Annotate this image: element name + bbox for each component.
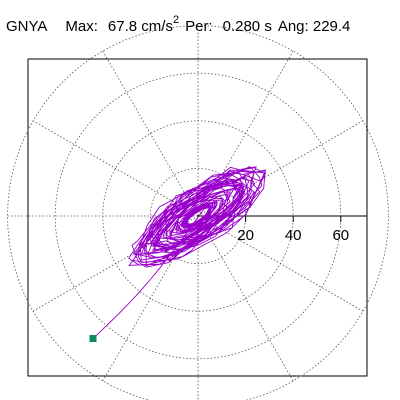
ang-label: Ang: xyxy=(277,18,309,35)
grid-spoke-300 xyxy=(197,215,294,382)
orbit-path xyxy=(92,165,267,339)
station-code: GNYA xyxy=(6,18,48,35)
tick-label-60: 60 xyxy=(332,227,349,244)
tick-label-20: 20 xyxy=(237,227,254,244)
tick-label-40: 40 xyxy=(285,227,302,244)
radial-ticks: 20 40 60 xyxy=(237,216,349,244)
max-label: Max: xyxy=(65,18,98,35)
orbit-trace xyxy=(92,165,267,339)
per-label: Per: xyxy=(185,18,213,35)
per-value: 0.280 xyxy=(222,18,261,35)
chart-header: GNYA Max: 67.8 cm/s2 Per: 0.280 s Ang: 229.4 xyxy=(6,14,351,35)
grid-spoke-120 xyxy=(102,50,199,217)
per-unit: s xyxy=(264,18,272,35)
ang-value: 229.4 xyxy=(312,18,351,35)
max-value: 67.8 xyxy=(107,18,138,35)
plot-frame xyxy=(27,58,368,377)
grid-spoke-150 xyxy=(32,120,199,217)
max-unit: cm/s2 xyxy=(141,14,180,35)
peak-marker xyxy=(89,335,97,342)
grid-spoke-330 xyxy=(197,215,364,312)
polar-grid xyxy=(7,25,389,400)
